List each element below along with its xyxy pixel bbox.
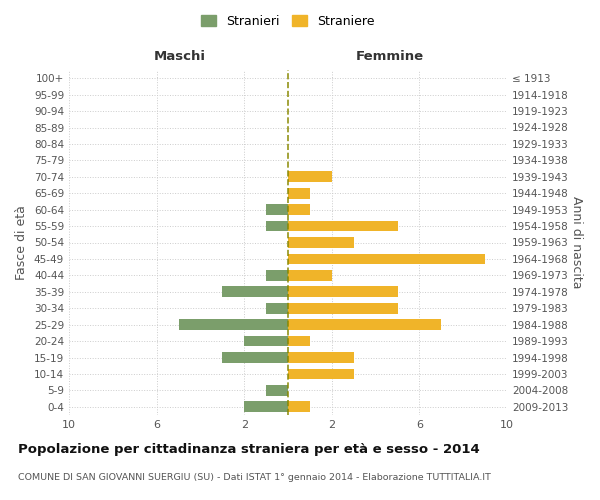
Bar: [266, 385, 288, 396]
Y-axis label: Fasce di età: Fasce di età: [16, 205, 28, 280]
Text: Femmine: Femmine: [356, 50, 424, 62]
Bar: [266, 303, 288, 314]
Bar: [288, 320, 442, 330]
Bar: [288, 204, 310, 215]
Bar: [288, 352, 354, 363]
Bar: [244, 402, 288, 412]
Bar: [222, 352, 288, 363]
Text: Maschi: Maschi: [154, 50, 206, 62]
Y-axis label: Anni di nascita: Anni di nascita: [569, 196, 583, 288]
Bar: [288, 188, 310, 198]
Text: Popolazione per cittadinanza straniera per età e sesso - 2014: Popolazione per cittadinanza straniera p…: [18, 442, 480, 456]
Bar: [288, 286, 398, 297]
Bar: [288, 402, 310, 412]
Bar: [288, 270, 332, 280]
Legend: Stranieri, Straniere: Stranieri, Straniere: [197, 11, 379, 32]
Bar: [288, 336, 310, 346]
Bar: [288, 254, 485, 264]
Bar: [266, 220, 288, 232]
Bar: [288, 220, 398, 232]
Bar: [244, 336, 288, 346]
Bar: [288, 303, 398, 314]
Bar: [222, 286, 288, 297]
Bar: [288, 368, 354, 380]
Bar: [179, 320, 288, 330]
Bar: [266, 204, 288, 215]
Bar: [266, 270, 288, 280]
Bar: [288, 172, 332, 182]
Bar: [288, 237, 354, 248]
Text: COMUNE DI SAN GIOVANNI SUERGIU (SU) - Dati ISTAT 1° gennaio 2014 - Elaborazione : COMUNE DI SAN GIOVANNI SUERGIU (SU) - Da…: [18, 472, 491, 482]
